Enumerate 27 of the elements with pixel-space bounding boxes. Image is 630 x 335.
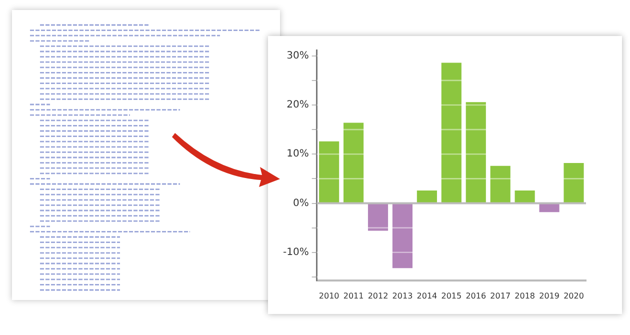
x-tick-label: 2018 (514, 291, 536, 300)
bar (368, 204, 388, 231)
x-tick-label: 2017 (490, 291, 511, 300)
x-tick-label: 2020 (564, 291, 584, 300)
y-tick-label: 0% (292, 198, 309, 209)
x-tick-label: 2019 (539, 291, 560, 300)
bar (514, 190, 535, 203)
bar (392, 204, 413, 268)
bar (539, 204, 560, 212)
bar (416, 190, 437, 203)
x-tick-label: 2016 (466, 291, 486, 300)
x-tick-label: 2013 (392, 291, 413, 300)
y-tick-label: 10% (286, 148, 309, 160)
y-tick-label: 30% (286, 50, 309, 62)
bar (344, 122, 364, 203)
bar (466, 102, 486, 203)
y-tick-label: 20% (286, 100, 309, 111)
x-tick-label: 2011 (343, 291, 364, 300)
y-tick-label: -10% (282, 246, 309, 258)
x-tick-label: 2015 (441, 291, 462, 300)
x-tick-label: 2012 (368, 291, 388, 300)
x-tick-label: 2014 (416, 291, 438, 300)
bar (319, 141, 340, 203)
x-tick-label: 2010 (318, 291, 340, 300)
bar (490, 166, 510, 203)
bar (441, 62, 462, 203)
bar (564, 162, 584, 203)
